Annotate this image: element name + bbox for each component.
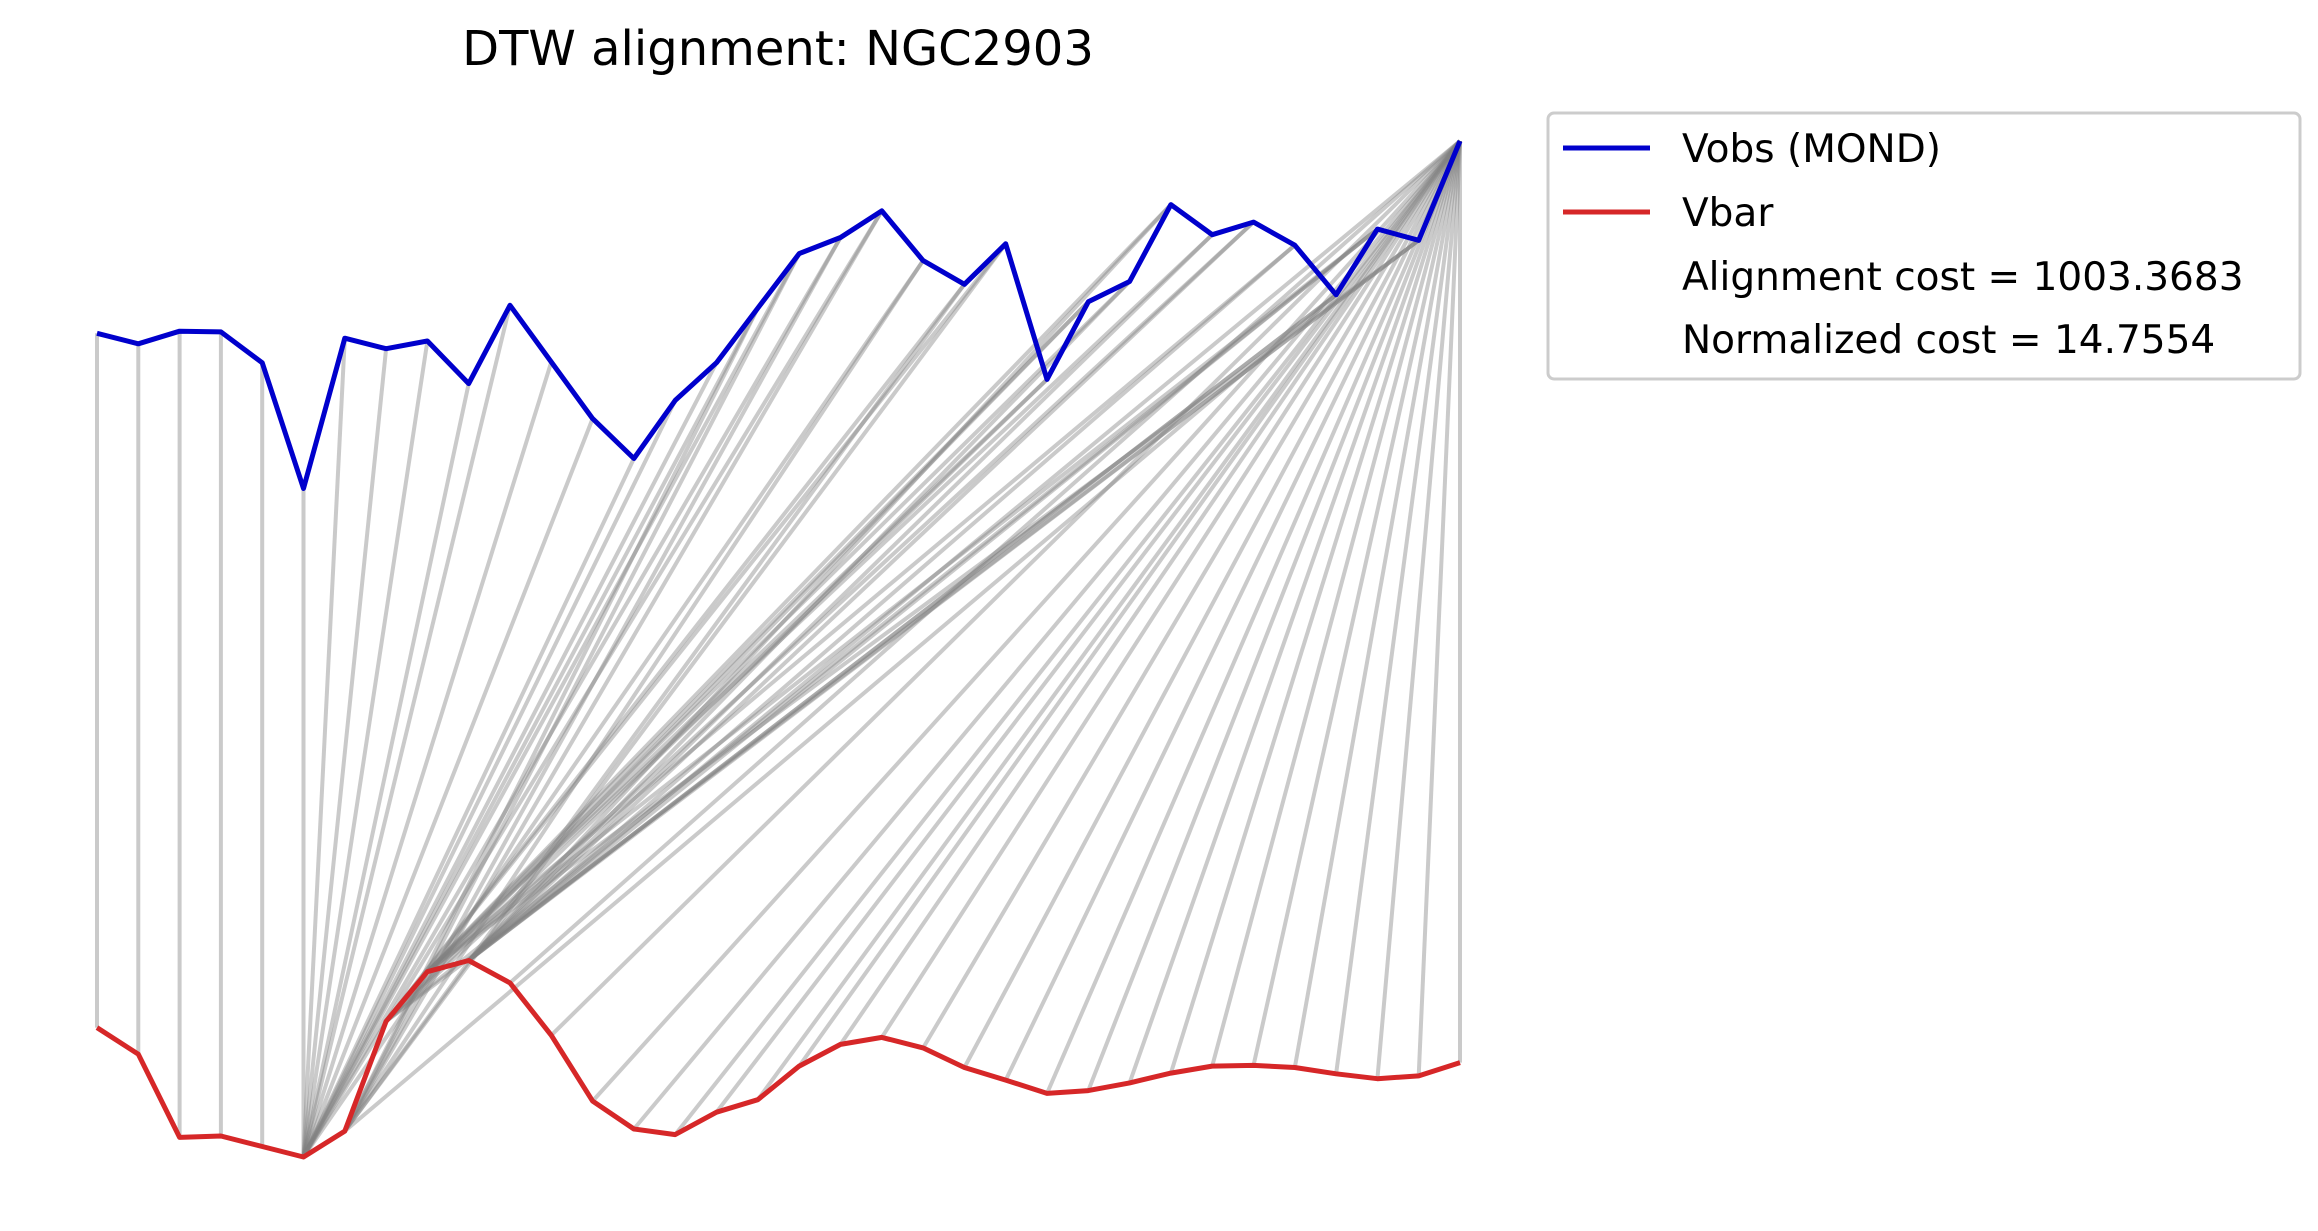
alignment-line: [797, 139, 1462, 1068]
alignment-line: [467, 238, 1420, 963]
alignment-line: [384, 220, 1255, 1023]
alignment-line: [301, 383, 471, 1158]
alignment-line: [549, 139, 1462, 1037]
alignment-line: [591, 139, 1462, 1103]
alignment-line: [673, 139, 1462, 1136]
alignment-line: [384, 242, 1008, 1023]
alignment-line: [301, 417, 595, 1158]
alignment-line: [426, 238, 1420, 974]
alignment-line: [714, 139, 1462, 1114]
alignment-line: [1168, 140, 1462, 1074]
alignment-line: [425, 300, 1090, 974]
alignment-line: [467, 280, 1132, 962]
alignment-line: [384, 283, 966, 1023]
alignment-line: [426, 377, 1049, 974]
alignment-line: [632, 139, 1462, 1131]
alignment-line: [425, 203, 1173, 974]
legend-label-normalized-cost: Normalized cost = 14.7554: [1682, 318, 2215, 363]
alignment-line: [301, 361, 719, 1158]
legend-label-alignment-cost: Alignment cost = 1003.3683: [1682, 255, 2244, 300]
alignment-line: [467, 293, 1338, 963]
alignment-line: [343, 209, 884, 1133]
alignment-line: [301, 252, 801, 1158]
legend-label-vbar: Vbar: [1682, 191, 1774, 236]
alignment-line: [467, 227, 1379, 963]
series-vobs-line: [96, 140, 1463, 491]
alignment-line: [838, 139, 1462, 1046]
legend-frame: [1546, 111, 2302, 381]
alignment-line: [921, 139, 1462, 1049]
alignment-line: [1251, 140, 1462, 1066]
alignment-line: [343, 252, 801, 1133]
alignment-line: [508, 139, 1462, 985]
alignment-line: [384, 238, 1420, 1023]
alignment-line: [1003, 140, 1462, 1081]
alignment-line: [467, 203, 1173, 962]
alignment-line: [1416, 140, 1462, 1076]
alignment-line: [1375, 140, 1462, 1079]
alignment-line: [301, 209, 884, 1159]
alignment-line: [343, 293, 1338, 1133]
alignment-line: [467, 139, 1462, 963]
legend: Vobs (MOND) Vbar Alignment cost = 1003.3…: [1546, 111, 2302, 381]
alignment-line: [880, 139, 1462, 1039]
alignment-line: [1292, 140, 1462, 1068]
alignment-line: [384, 227, 1379, 1023]
alignment-line: [467, 233, 1214, 962]
alignment-line: [426, 233, 1214, 974]
alignment-line: [301, 457, 636, 1158]
alignment-line: [426, 243, 1297, 974]
alignment-line: [962, 140, 1462, 1069]
alignment-line: [343, 236, 843, 1133]
alignment-line: [384, 300, 1090, 1023]
alignment-line: [301, 338, 347, 1158]
alignment-line: [301, 340, 430, 1158]
series-lines: [95, 140, 1463, 1160]
alignment-line: [1045, 140, 1462, 1095]
alignment-line: [1127, 140, 1462, 1084]
alignment-line: [756, 139, 1462, 1101]
alignment-lines: [95, 139, 1462, 1159]
chart-title: DTW alignment: NGC2903: [462, 21, 1094, 77]
series-vbar-line: [95, 958, 1461, 1160]
alignment-line: [1086, 140, 1462, 1092]
alignment-line: [1334, 140, 1462, 1075]
alignment-line: [301, 348, 389, 1158]
alignment-line: [1210, 140, 1462, 1067]
alignment-line: [301, 399, 677, 1158]
alignment-line: [467, 293, 1338, 963]
legend-label-vobs: Vobs (MOND): [1682, 127, 1941, 172]
alignment-line: [343, 307, 760, 1132]
alignment-line: [343, 242, 1008, 1133]
alignment-line: [343, 283, 967, 1133]
alignment-line: [301, 259, 925, 1159]
alignment-line: [301, 304, 512, 1158]
alignment-line: [426, 227, 1379, 974]
alignment-line: [467, 243, 1297, 963]
alignment-line: [301, 307, 760, 1158]
alignment-line: [384, 377, 1049, 1023]
alignment-line: [301, 361, 554, 1158]
alignment-line: [301, 236, 843, 1159]
alignment-line: [467, 220, 1255, 962]
alignment-line: [343, 259, 925, 1133]
alignment-line: [425, 280, 1132, 974]
